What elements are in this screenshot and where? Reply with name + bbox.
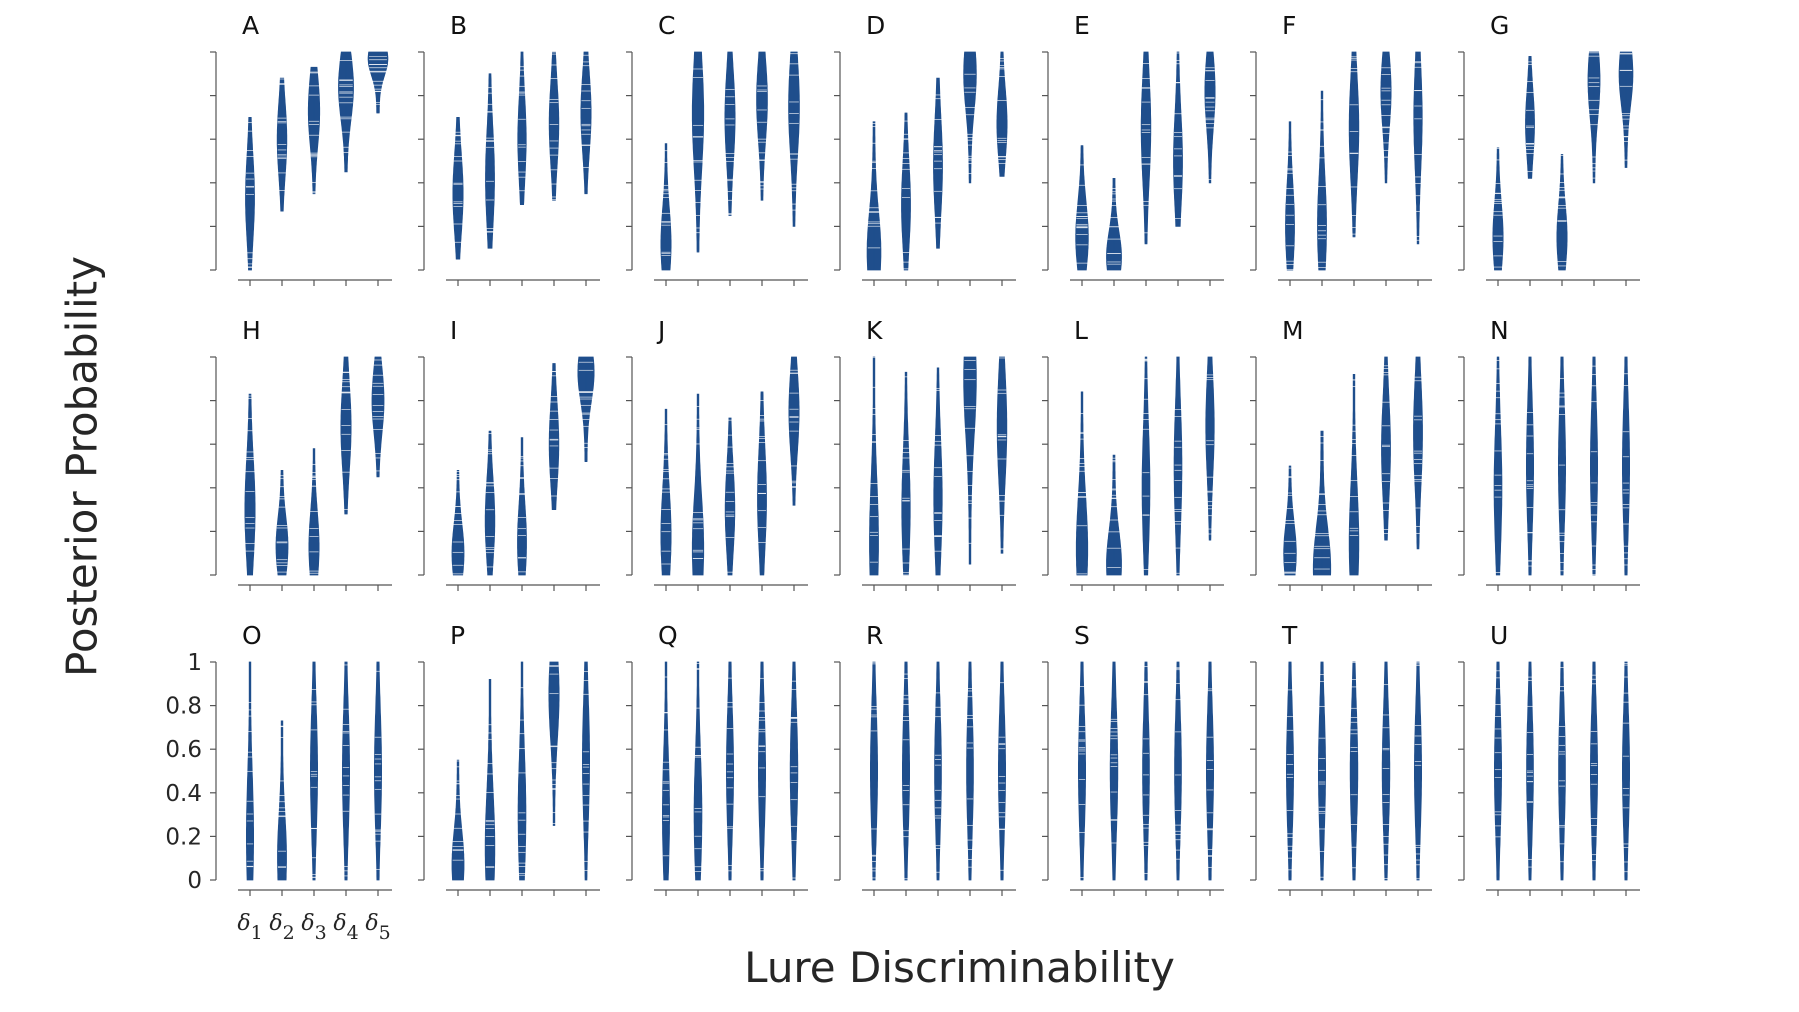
panel-label: O	[242, 621, 262, 650]
panel-label: P	[450, 621, 465, 650]
y-tick-label: 0	[187, 868, 202, 894]
panel-U: U	[1458, 621, 1640, 896]
panel-Q: Q	[626, 621, 808, 896]
x-tick-label: δ4	[333, 911, 358, 944]
panel-label: L	[1074, 316, 1088, 345]
panel-S: S	[1042, 621, 1224, 896]
panel-label: T	[1281, 621, 1298, 650]
y-tick-label: 0.6	[165, 737, 202, 763]
panel-F: F	[1250, 11, 1432, 286]
panel-label: E	[1074, 11, 1090, 40]
panel-R: R	[834, 621, 1016, 896]
panel-label: N	[1490, 316, 1509, 345]
panel-label: B	[450, 11, 467, 40]
panel-M: M	[1250, 316, 1432, 591]
panel-label: R	[866, 621, 883, 650]
y-axis-label: Posterior Probability	[57, 256, 107, 677]
panel-label: D	[866, 11, 885, 40]
panel-O: 0 0.2 0.4 0.6 0.8 1 δ1 δ2 δ3 δ4 δ5 O	[165, 621, 392, 944]
panel-B: B	[418, 11, 600, 286]
panel-T: T	[1250, 621, 1432, 896]
panel-label: G	[1490, 11, 1509, 40]
panel-label: H	[242, 316, 261, 345]
y-tick-label: 0.4	[165, 781, 202, 807]
panel-L: L	[1042, 316, 1224, 591]
panel-K: K	[834, 316, 1016, 591]
panel-E: E	[1042, 11, 1224, 286]
x-tick-label: δ2	[269, 911, 294, 944]
panel-label: J	[656, 316, 665, 345]
panel-C: C	[626, 11, 808, 286]
panel-D: D	[834, 11, 1016, 286]
y-tick-label: 0.8	[165, 694, 202, 720]
x-tick-label: δ1	[237, 911, 262, 944]
panel-N: N	[1458, 316, 1640, 591]
panel-label: F	[1282, 11, 1296, 40]
panel-label: I	[450, 316, 457, 345]
panel-label: U	[1490, 621, 1508, 650]
panel-label: M	[1282, 316, 1304, 345]
panel-label: Q	[658, 621, 678, 650]
x-tick-label: δ5	[365, 911, 390, 944]
panel-A: A	[210, 11, 392, 286]
panel-label: C	[658, 11, 675, 40]
x-axis-label: Lure Discriminability	[744, 943, 1175, 992]
panel-label: S	[1074, 621, 1090, 650]
panel-P: P	[418, 621, 600, 896]
panel-H: H	[210, 316, 392, 591]
panel-label: A	[242, 11, 259, 40]
panel-label: K	[866, 316, 883, 345]
panel-G: G	[1458, 11, 1640, 286]
y-tick-label: 0.2	[165, 824, 202, 850]
panel-I: I	[418, 316, 600, 591]
y-tick-label: 1	[187, 650, 202, 676]
panel-J: J	[626, 316, 808, 591]
x-tick-label: δ3	[301, 911, 326, 944]
